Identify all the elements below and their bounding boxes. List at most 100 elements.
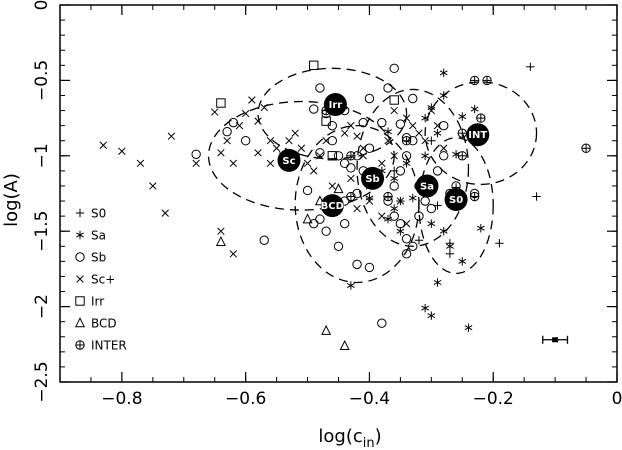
sa-point xyxy=(402,159,411,168)
legend-marker xyxy=(76,275,84,283)
mean-marker-sc: Sc xyxy=(277,148,301,172)
sc-point xyxy=(303,159,312,168)
sc-point xyxy=(421,137,429,145)
mean-label: INT xyxy=(468,130,487,141)
inter-point xyxy=(383,191,393,202)
sb-point xyxy=(358,117,368,128)
sc-point xyxy=(229,250,238,258)
sb-point xyxy=(339,218,350,229)
inter-point xyxy=(469,75,480,86)
group-ellipse xyxy=(356,88,470,247)
sb-point xyxy=(352,259,362,270)
sa-point xyxy=(433,128,442,138)
sb-point xyxy=(377,318,387,328)
legend-marker xyxy=(75,340,85,350)
mean-label: Sb xyxy=(365,174,379,185)
sa-point xyxy=(439,227,448,236)
sc-point xyxy=(167,132,176,140)
sc-point xyxy=(248,96,256,104)
s0-point xyxy=(445,249,455,259)
group-ellipse xyxy=(257,67,408,160)
sc-point xyxy=(99,141,108,149)
bcd-point xyxy=(302,213,313,224)
legend-label: Irr xyxy=(91,295,104,309)
sb-point xyxy=(408,93,418,104)
y-axis-title: log(A) xyxy=(1,173,22,227)
sb-point xyxy=(309,104,319,114)
sc-point xyxy=(241,109,250,118)
sc-point xyxy=(340,129,349,137)
sa-point xyxy=(464,323,473,332)
sa-point xyxy=(421,151,430,160)
irr-point xyxy=(216,98,226,108)
sc-point xyxy=(347,121,355,130)
sa-point xyxy=(346,281,355,290)
sb-point xyxy=(364,143,375,153)
sc-point xyxy=(136,159,145,168)
sc-point xyxy=(353,132,361,140)
legend-marker xyxy=(74,317,86,328)
sa-point xyxy=(408,193,417,203)
inter-point xyxy=(401,136,412,146)
sa-point xyxy=(396,227,405,236)
sa-point xyxy=(470,104,479,114)
inter-point xyxy=(457,128,467,138)
mean-label: Irr xyxy=(329,100,343,111)
sb-point xyxy=(321,226,331,236)
mean-marker-irr: Irr xyxy=(323,93,347,117)
sc-point xyxy=(223,137,231,145)
sc-point xyxy=(149,182,157,190)
legend-marker xyxy=(75,296,85,306)
sc-point xyxy=(378,212,386,220)
sc-point xyxy=(415,129,423,137)
sa-point xyxy=(458,112,467,121)
inter-point xyxy=(482,75,492,86)
sc-point xyxy=(217,149,225,157)
mean-marker-sb: Sb xyxy=(361,166,385,190)
sc-point xyxy=(235,121,244,130)
sa-point xyxy=(390,204,399,213)
sa-point xyxy=(433,278,442,287)
irr-point xyxy=(389,95,399,105)
mean-marker-int: INT xyxy=(466,123,490,147)
sc-point xyxy=(347,174,355,183)
sa-point xyxy=(439,68,448,78)
s0-point xyxy=(526,62,535,72)
sc-point xyxy=(260,103,268,112)
sa-point xyxy=(421,113,430,123)
sc-point xyxy=(254,149,262,157)
legend-label: S0 xyxy=(91,207,106,221)
sb-point xyxy=(346,163,356,173)
sc-point xyxy=(297,144,306,152)
sc-point xyxy=(396,197,405,205)
sb-point xyxy=(327,136,338,146)
mean-label: Sc xyxy=(282,156,295,167)
x-tick-label: 0 xyxy=(612,389,622,409)
inter-point xyxy=(581,143,591,153)
error-bar-point xyxy=(552,337,559,343)
sb-point xyxy=(395,119,406,129)
y-tick-label: 0 xyxy=(32,0,52,10)
mean-label: BCD xyxy=(321,201,344,212)
sa-point xyxy=(421,303,430,313)
s0-point xyxy=(390,166,399,176)
sc-point xyxy=(384,137,392,145)
sc-point xyxy=(390,152,398,160)
sb-point xyxy=(333,151,344,161)
sc-point xyxy=(378,159,386,168)
legend-label: Sb xyxy=(91,251,106,265)
sa-point xyxy=(446,242,454,251)
sa-point xyxy=(439,91,448,100)
x-tick-label: −0.6 xyxy=(225,389,266,409)
sb-point xyxy=(315,214,325,224)
y-tick-label: −1 xyxy=(32,143,52,168)
group-ellipse xyxy=(424,81,538,186)
sc-point xyxy=(316,152,324,160)
sc-point xyxy=(433,121,442,130)
sb-point xyxy=(191,149,201,159)
sb-point xyxy=(383,83,393,93)
sb-point xyxy=(364,262,375,273)
sb-point xyxy=(439,120,449,131)
sc-point xyxy=(359,152,367,160)
sb-point xyxy=(401,151,412,161)
